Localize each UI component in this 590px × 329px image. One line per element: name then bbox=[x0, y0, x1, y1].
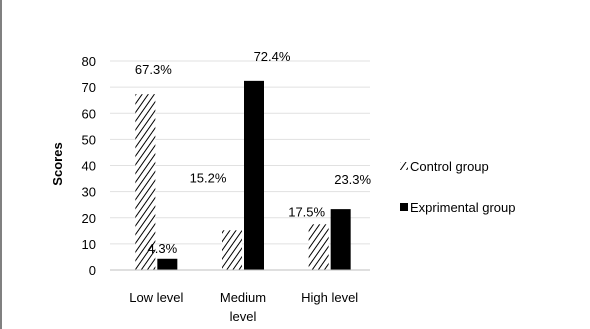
x-tick-label: Low level bbox=[129, 290, 183, 305]
bar-control-1 bbox=[222, 230, 242, 270]
axes: 0 10 20 30 40 50 60 70 80 Low level Medium level Hig… bbox=[82, 54, 370, 324]
y-tick-label: 50 bbox=[82, 132, 96, 147]
data-label: 67.3% bbox=[135, 62, 172, 77]
y-tick-label: 10 bbox=[82, 237, 96, 252]
y-tick-label: 40 bbox=[82, 159, 96, 174]
data-label: 72.4% bbox=[254, 49, 291, 64]
data-labels: 67.3% 4.3% 15.2% 72.4% 17.5% 23.3% bbox=[135, 49, 372, 256]
x-tick-label: level bbox=[230, 309, 257, 324]
x-tick-label: Medium bbox=[220, 290, 266, 305]
y-tick-label: 30 bbox=[82, 185, 96, 200]
data-label: 4.3% bbox=[148, 241, 178, 256]
x-tick-label: High level bbox=[301, 290, 358, 305]
y-tick-label: 70 bbox=[82, 80, 96, 95]
bars bbox=[135, 80, 351, 271]
bar-experimental-0 bbox=[157, 258, 178, 270]
y-tick-label: 0 bbox=[89, 263, 96, 278]
bar-control-0 bbox=[135, 94, 156, 271]
bar-control-2 bbox=[308, 224, 329, 270]
legend-swatch-experimental bbox=[400, 203, 408, 211]
data-label: 15.2% bbox=[190, 170, 227, 185]
bar-experimental-2 bbox=[330, 209, 351, 270]
bar-experimental-1 bbox=[244, 80, 264, 270]
legend-label: Control group bbox=[410, 159, 489, 174]
y-tick-label: 60 bbox=[82, 106, 96, 121]
y-tick-label: 80 bbox=[82, 54, 96, 69]
y-axis-title: Scores bbox=[50, 142, 65, 185]
data-label: 17.5% bbox=[288, 204, 325, 219]
data-label: 23.3% bbox=[334, 172, 371, 187]
legend-label: Exprimental group bbox=[410, 200, 516, 215]
legend-swatch-control bbox=[400, 162, 408, 170]
legend: Control group Exprimental group bbox=[400, 159, 516, 215]
y-tick-label: 20 bbox=[82, 211, 96, 226]
